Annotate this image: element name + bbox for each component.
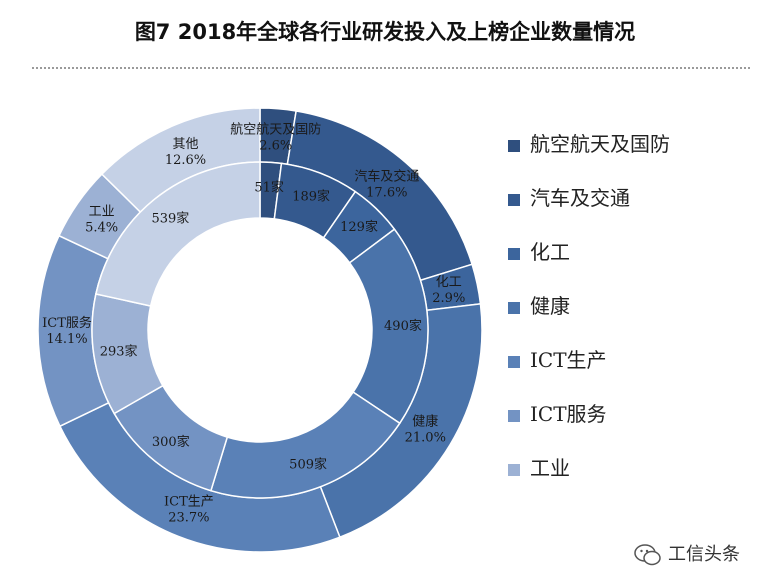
watermark-text: 工信头条 xyxy=(668,544,740,565)
title-divider xyxy=(32,67,750,69)
outer-ring-label-5: ICT服务 14.1% xyxy=(42,315,92,347)
legend-label: ICT生产 xyxy=(530,348,607,372)
legend-swatch xyxy=(508,140,520,152)
legend-swatch xyxy=(508,356,520,368)
legend-swatch xyxy=(508,302,520,314)
inner-ring-label-7: 539家 xyxy=(151,211,189,227)
legend-swatch xyxy=(508,194,520,206)
legend-label: 工业 xyxy=(530,456,570,480)
legend-label: 汽车及交通 xyxy=(530,186,630,210)
inner-ring-slice-7 xyxy=(95,161,261,307)
outer-ring-label-4: ICT生产 23.7% xyxy=(164,494,214,525)
outer-ring-label-6: 工业 5.4% xyxy=(85,205,118,236)
outer-ring-label-3: 健康 21.0% xyxy=(405,414,446,446)
outer-ring-label-7: 其他 12.6% xyxy=(165,137,206,168)
legend-label: 化工 xyxy=(530,240,570,264)
legend-label: 健康 xyxy=(530,294,570,318)
outer-ring-label-2: 化工 2.9% xyxy=(432,275,465,306)
legend-label: 航空航天及国防 xyxy=(530,132,670,156)
wechat-icon xyxy=(634,544,661,566)
inner-ring-label-4: 509家 xyxy=(289,457,327,473)
outer-ring-label-0: 航空航天及国防 2.6% xyxy=(230,122,321,154)
inner-ring-label-2: 129家 xyxy=(340,219,378,235)
outer-ring-label-1: 汽车及交通 17.6% xyxy=(354,169,419,201)
legend-swatch xyxy=(508,248,520,260)
inner-ring-label-6: 293家 xyxy=(100,344,138,360)
inner-ring-label-1: 189家 xyxy=(292,188,330,204)
inner-ring-label-3: 490家 xyxy=(384,318,422,334)
legend-label: ICT服务 xyxy=(530,402,607,426)
inner-ring-label-5: 300家 xyxy=(152,434,190,450)
chart-title: 图7 2018年全球各行业研发投入及上榜企业数量情况 xyxy=(134,20,636,44)
legend-swatch xyxy=(508,410,520,422)
inner-ring-label-0: 51家 xyxy=(254,179,284,195)
legend-swatch xyxy=(508,464,520,476)
